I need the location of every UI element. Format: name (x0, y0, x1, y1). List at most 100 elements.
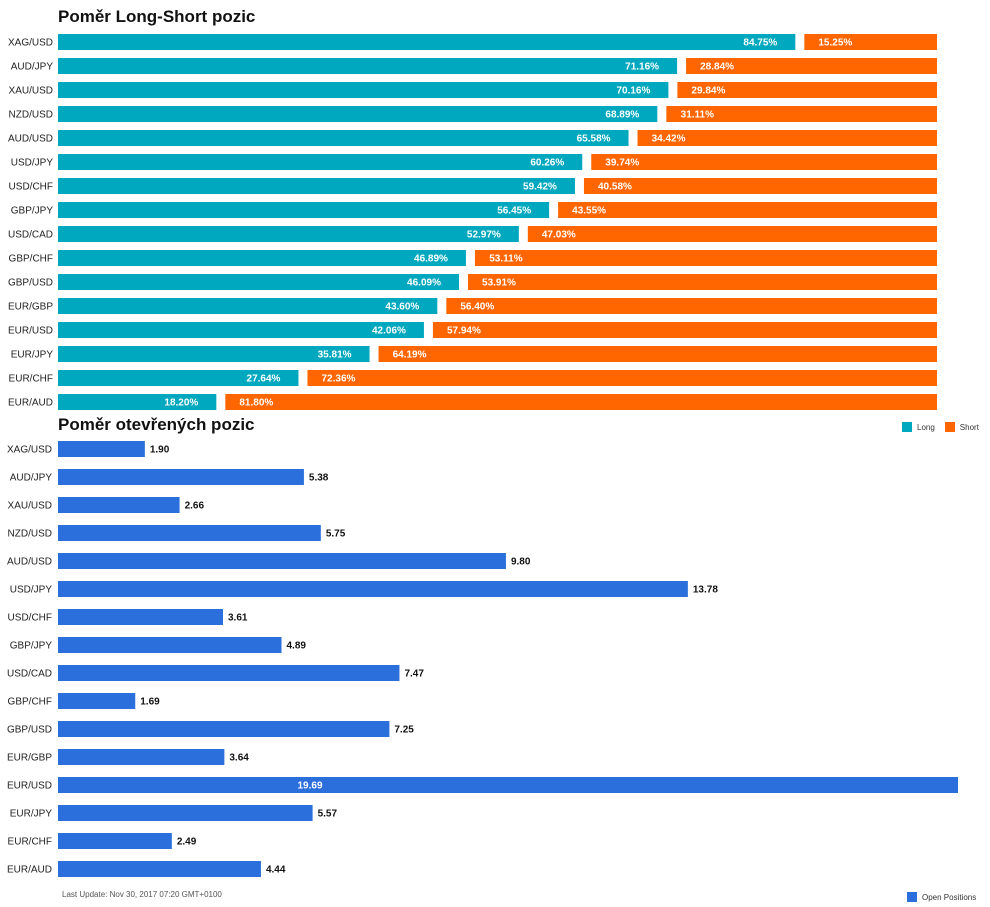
open-category-label-eur-usd: EUR/USD (7, 781, 52, 792)
open-value-label-usd-cad: 7.47 (404, 669, 424, 680)
open-value-label-usd-chf: 3.61 (228, 613, 248, 624)
short-bar-gbp-chf (474, 250, 937, 266)
open-category-label-usd-chf: USD/CHF (8, 613, 52, 624)
short-bar-xag-usd (804, 34, 937, 50)
open-bar-eur-gbp (58, 749, 225, 765)
short-value-label-nzd-usd: 31.11% (681, 110, 714, 121)
short-bar-eur-jpy (378, 346, 937, 362)
open-category-label-gbp-chf: GBP/CHF (8, 697, 52, 708)
long-value-label-eur-aud: 18.20% (164, 398, 198, 409)
open-value-label-aud-jpy: 5.38 (309, 473, 329, 484)
short-bar-eur-gbp (446, 298, 937, 314)
long-bar-eur-chf (58, 370, 299, 386)
long-value-label-aud-jpy: 71.16% (625, 62, 659, 73)
short-value-label-usd-jpy: 39.74% (605, 158, 639, 169)
short-value-label-xau-usd: 29.84% (691, 86, 725, 97)
open-bar-eur-chf (58, 833, 172, 849)
open-value-label-gbp-chf: 1.69 (140, 697, 160, 708)
short-bar-nzd-usd (666, 106, 937, 122)
open-bar-eur-aud (58, 861, 261, 877)
short-bar-usd-chf (583, 178, 937, 194)
short-bar-usd-jpy (591, 154, 937, 170)
category-label-gbp-usd: GBP/USD (8, 278, 53, 289)
open-value-label-eur-usd: 19.69 (297, 781, 322, 792)
short-bar-eur-chf (307, 370, 937, 386)
open-category-label-gbp-jpy: GBP/JPY (10, 641, 53, 652)
open-value-label-eur-jpy: 5.57 (318, 809, 338, 820)
long-bar-aud-usd (58, 130, 629, 146)
open-bar-xag-usd (58, 441, 145, 457)
open-category-label-aud-jpy: AUD/JPY (10, 473, 53, 484)
open-bar-eur-usd (58, 777, 958, 793)
open-category-label-nzd-usd: NZD/USD (8, 529, 52, 540)
legend-open-positions: Open Positions (907, 892, 976, 902)
open-bar-gbp-usd (58, 721, 390, 737)
open-bar-xau-usd (58, 497, 180, 513)
long-value-label-gbp-usd: 46.09% (407, 278, 441, 289)
open-category-label-gbp-usd: GBP/USD (7, 725, 52, 736)
short-value-label-eur-gbp: 56.40% (460, 302, 494, 313)
open-category-label-eur-jpy: EUR/JPY (10, 809, 53, 820)
open-bar-gbp-chf (58, 693, 136, 709)
short-value-label-eur-jpy: 64.19% (393, 350, 427, 361)
legend-open-label: Open Positions (922, 892, 977, 902)
category-label-usd-chf: USD/CHF (9, 182, 53, 193)
legend-long-label: Long (917, 422, 935, 432)
short-value-label-gbp-chf: 53.11% (489, 254, 522, 265)
short-bar-gbp-usd (467, 274, 937, 290)
short-value-label-usd-chf: 40.58% (598, 182, 632, 193)
short-bar-gbp-jpy (558, 202, 937, 218)
long-value-label-usd-cad: 52.97% (467, 230, 501, 241)
open-value-label-nzd-usd: 5.75 (326, 529, 346, 540)
short-bar-eur-usd (432, 322, 937, 338)
open-category-label-xag-usd: XAG/USD (7, 445, 52, 456)
long-value-label-gbp-chf: 46.89% (414, 254, 448, 265)
open-bar-gbp-jpy (58, 637, 282, 653)
long-value-label-xag-usd: 84.75% (743, 38, 777, 49)
last-update-text: Last Update: Nov 30, 2017 07:20 GMT+0100 (62, 890, 222, 899)
category-label-usd-jpy: USD/JPY (11, 158, 54, 169)
category-label-aud-usd: AUD/USD (8, 134, 53, 145)
short-value-label-aud-jpy: 28.84% (700, 62, 734, 73)
category-label-usd-cad: USD/CAD (8, 230, 53, 241)
open-bar-aud-jpy (58, 469, 304, 485)
short-value-label-eur-chf: 72.36% (322, 374, 356, 385)
long-value-label-eur-chf: 27.64% (247, 374, 281, 385)
long-value-label-eur-gbp: 43.60% (385, 302, 419, 313)
legend-open-swatch (907, 892, 917, 902)
open-bar-usd-jpy (58, 581, 688, 597)
short-value-label-xag-usd: 15.25% (818, 38, 852, 49)
long-value-label-xau-usd: 70.16% (616, 86, 650, 97)
long-value-label-gbp-jpy: 56.45% (497, 206, 531, 217)
short-bar-aud-usd (637, 130, 937, 146)
short-value-label-eur-usd: 57.94% (447, 326, 481, 337)
open-value-label-eur-aud: 4.44 (266, 865, 286, 876)
category-label-gbp-chf: GBP/CHF (9, 254, 53, 265)
long-bar-eur-jpy (58, 346, 370, 362)
long-value-label-eur-jpy: 35.81% (318, 350, 352, 361)
open-bar-usd-cad (58, 665, 400, 681)
long-bar-xau-usd (58, 82, 669, 98)
long-bar-usd-chf (58, 178, 575, 194)
category-label-eur-aud: EUR/AUD (8, 398, 53, 409)
short-bar-xau-usd (677, 82, 937, 98)
category-label-nzd-usd: NZD/USD (9, 110, 53, 121)
category-label-gbp-jpy: GBP/JPY (11, 206, 54, 217)
legend-long-swatch (902, 422, 912, 432)
long-value-label-eur-usd: 42.06% (372, 326, 406, 337)
long-bar-gbp-chf (58, 250, 466, 266)
long-bar-gbp-jpy (58, 202, 550, 218)
open-category-label-eur-gbp: EUR/GBP (7, 753, 52, 764)
legend-short-label: Short (959, 422, 979, 432)
short-value-label-gbp-usd: 53.91% (482, 278, 516, 289)
category-label-aud-jpy: AUD/JPY (11, 62, 54, 73)
open-category-label-eur-chf: EUR/CHF (8, 837, 52, 848)
short-bar-aud-jpy (686, 58, 937, 74)
long-value-label-aud-usd: 65.58% (577, 134, 611, 145)
open-value-label-gbp-usd: 7.25 (394, 725, 414, 736)
open-bar-usd-chf (58, 609, 224, 625)
long-bar-nzd-usd (58, 106, 658, 122)
open-category-label-eur-aud: EUR/AUD (7, 865, 52, 876)
open-value-label-xau-usd: 2.66 (185, 501, 205, 512)
